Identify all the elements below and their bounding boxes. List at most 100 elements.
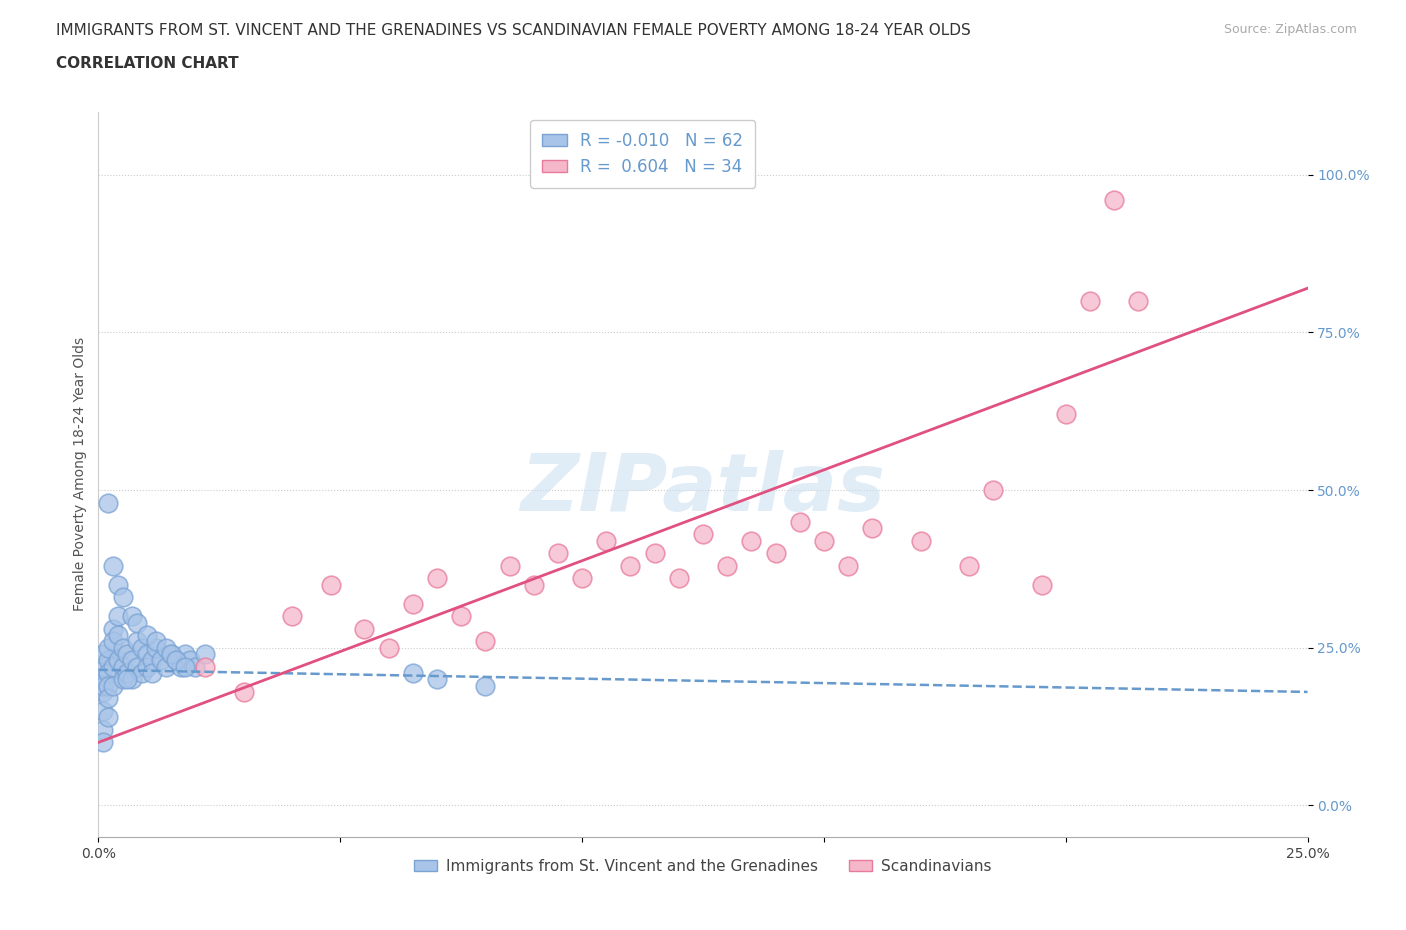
Point	[547, 546, 569, 561]
Point	[127, 615, 149, 630]
Point	[716, 558, 738, 573]
Point	[97, 666, 120, 681]
Point	[160, 646, 183, 661]
Point	[165, 653, 187, 668]
Point	[160, 646, 183, 661]
Point	[644, 546, 666, 561]
Point	[101, 659, 124, 674]
Point	[1102, 193, 1125, 207]
Point	[101, 634, 124, 649]
Point	[145, 634, 167, 649]
Point	[232, 684, 254, 699]
Point	[97, 710, 120, 724]
Point	[135, 659, 157, 674]
Point	[765, 546, 787, 561]
Point	[957, 558, 980, 573]
Point	[169, 659, 191, 674]
Point	[117, 646, 139, 661]
Y-axis label: Female Poverty Among 18-24 Year Olds: Female Poverty Among 18-24 Year Olds	[73, 338, 87, 611]
Point	[619, 558, 641, 573]
Point	[107, 609, 129, 624]
Text: ZIPatlas: ZIPatlas	[520, 450, 886, 528]
Point	[353, 621, 375, 636]
Point	[474, 678, 496, 693]
Point	[184, 659, 207, 674]
Point	[910, 533, 932, 548]
Point	[981, 483, 1004, 498]
Point	[127, 659, 149, 674]
Point	[121, 671, 143, 686]
Point	[837, 558, 859, 573]
Point	[107, 653, 129, 668]
Point	[101, 621, 124, 636]
Point	[97, 691, 120, 706]
Point	[402, 666, 425, 681]
Point	[165, 653, 187, 668]
Point	[789, 514, 811, 529]
Point	[117, 671, 139, 686]
Point	[1054, 407, 1077, 422]
Point	[1031, 578, 1053, 592]
Point	[426, 671, 449, 686]
Point	[135, 628, 157, 643]
Point	[111, 671, 134, 686]
Point	[91, 723, 114, 737]
Point	[474, 634, 496, 649]
Point	[91, 646, 114, 661]
Point	[668, 571, 690, 586]
Point	[377, 641, 399, 656]
Point	[426, 571, 449, 586]
Point	[179, 653, 201, 668]
Point	[91, 659, 114, 674]
Point	[121, 653, 143, 668]
Point	[97, 496, 120, 511]
Point	[1128, 293, 1150, 308]
Point	[117, 666, 139, 681]
Point	[107, 578, 129, 592]
Point	[692, 526, 714, 541]
Point	[194, 646, 217, 661]
Point	[91, 735, 114, 750]
Point	[121, 609, 143, 624]
Point	[155, 641, 177, 656]
Point	[97, 678, 120, 693]
Point	[860, 521, 883, 536]
Point	[91, 671, 114, 686]
Point	[402, 596, 425, 611]
Point	[97, 641, 120, 656]
Point	[141, 666, 163, 681]
Legend: Immigrants from St. Vincent and the Grenadines, Scandinavians: Immigrants from St. Vincent and the Gren…	[408, 853, 998, 880]
Point	[281, 609, 304, 624]
Point	[135, 646, 157, 661]
Point	[97, 653, 120, 668]
Point	[740, 533, 762, 548]
Text: IMMIGRANTS FROM ST. VINCENT AND THE GRENADINES VS SCANDINAVIAN FEMALE POVERTY AM: IMMIGRANTS FROM ST. VINCENT AND THE GREN…	[56, 23, 972, 38]
Point	[1078, 293, 1101, 308]
Point	[145, 641, 167, 656]
Point	[141, 653, 163, 668]
Point	[91, 703, 114, 718]
Point	[131, 641, 153, 656]
Point	[111, 659, 134, 674]
Point	[174, 659, 197, 674]
Point	[595, 533, 617, 548]
Point	[319, 578, 342, 592]
Point	[111, 590, 134, 604]
Point	[131, 666, 153, 681]
Point	[155, 659, 177, 674]
Point	[498, 558, 520, 573]
Point	[571, 571, 593, 586]
Text: CORRELATION CHART: CORRELATION CHART	[56, 56, 239, 71]
Point	[101, 558, 124, 573]
Text: Source: ZipAtlas.com: Source: ZipAtlas.com	[1223, 23, 1357, 36]
Point	[107, 628, 129, 643]
Point	[127, 634, 149, 649]
Point	[91, 678, 114, 693]
Point	[174, 646, 197, 661]
Point	[91, 684, 114, 699]
Point	[150, 653, 173, 668]
Point	[194, 659, 217, 674]
Point	[101, 678, 124, 693]
Point	[111, 641, 134, 656]
Point	[523, 578, 546, 592]
